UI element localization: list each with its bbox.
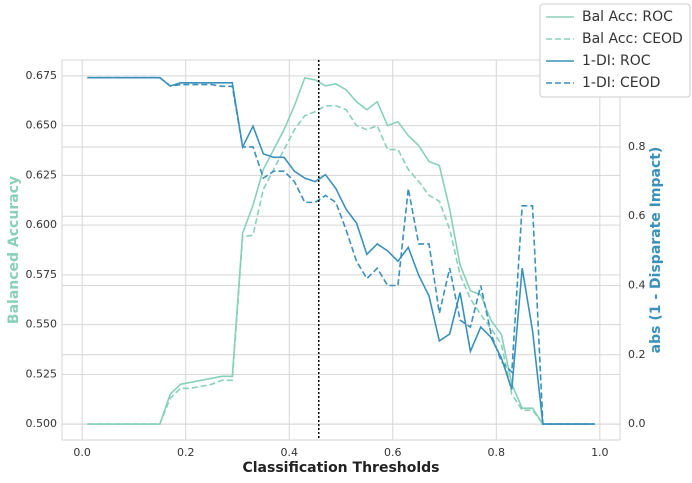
y-tick-label: 0.525 bbox=[26, 367, 58, 380]
y-tick-label: 0.625 bbox=[26, 168, 58, 181]
y2-tick-label: 0.0 bbox=[628, 417, 646, 430]
series-line bbox=[87, 76, 595, 425]
legend-label: Bal Acc: CEOD bbox=[582, 31, 683, 47]
x-tick-label: 0.4 bbox=[280, 446, 298, 459]
series-line bbox=[87, 104, 595, 425]
legend-box bbox=[539, 3, 691, 98]
legend-label: Bal Acc: ROC bbox=[582, 9, 673, 25]
x-tick-label: 0.8 bbox=[488, 446, 506, 459]
legend-label: 1-DI: CEOD bbox=[582, 75, 660, 91]
y-tick-label: 0.550 bbox=[26, 318, 58, 331]
series-line bbox=[87, 76, 595, 425]
x-tick-label: 1.0 bbox=[591, 446, 609, 459]
y-axis-label: Balanced Accuracy bbox=[6, 176, 22, 324]
series-line bbox=[87, 76, 595, 425]
x-tick-label: 0.0 bbox=[73, 446, 91, 459]
y-tick-label: 0.500 bbox=[26, 417, 58, 430]
y2-tick-label: 0.2 bbox=[628, 348, 646, 361]
x-axis-label: Classification Thresholds bbox=[242, 460, 439, 476]
y2-tick-label: 0.4 bbox=[628, 279, 646, 292]
legend-label: 1-DI: ROC bbox=[582, 53, 651, 69]
y-tick-label: 0.650 bbox=[26, 119, 58, 132]
y-tick-label: 0.600 bbox=[26, 218, 58, 231]
y2-axis-label: abs (1 - Disparate Impact) bbox=[648, 147, 664, 354]
plot-frame bbox=[61, 59, 621, 441]
y-tick-label: 0.675 bbox=[26, 69, 58, 82]
y2-tick-label: 0.6 bbox=[628, 209, 646, 222]
x-tick-label: 0.6 bbox=[384, 446, 402, 459]
x-tick-label: 0.2 bbox=[177, 446, 195, 459]
y2-tick-label: 0.8 bbox=[628, 140, 646, 153]
y-tick-label: 0.575 bbox=[26, 268, 58, 281]
